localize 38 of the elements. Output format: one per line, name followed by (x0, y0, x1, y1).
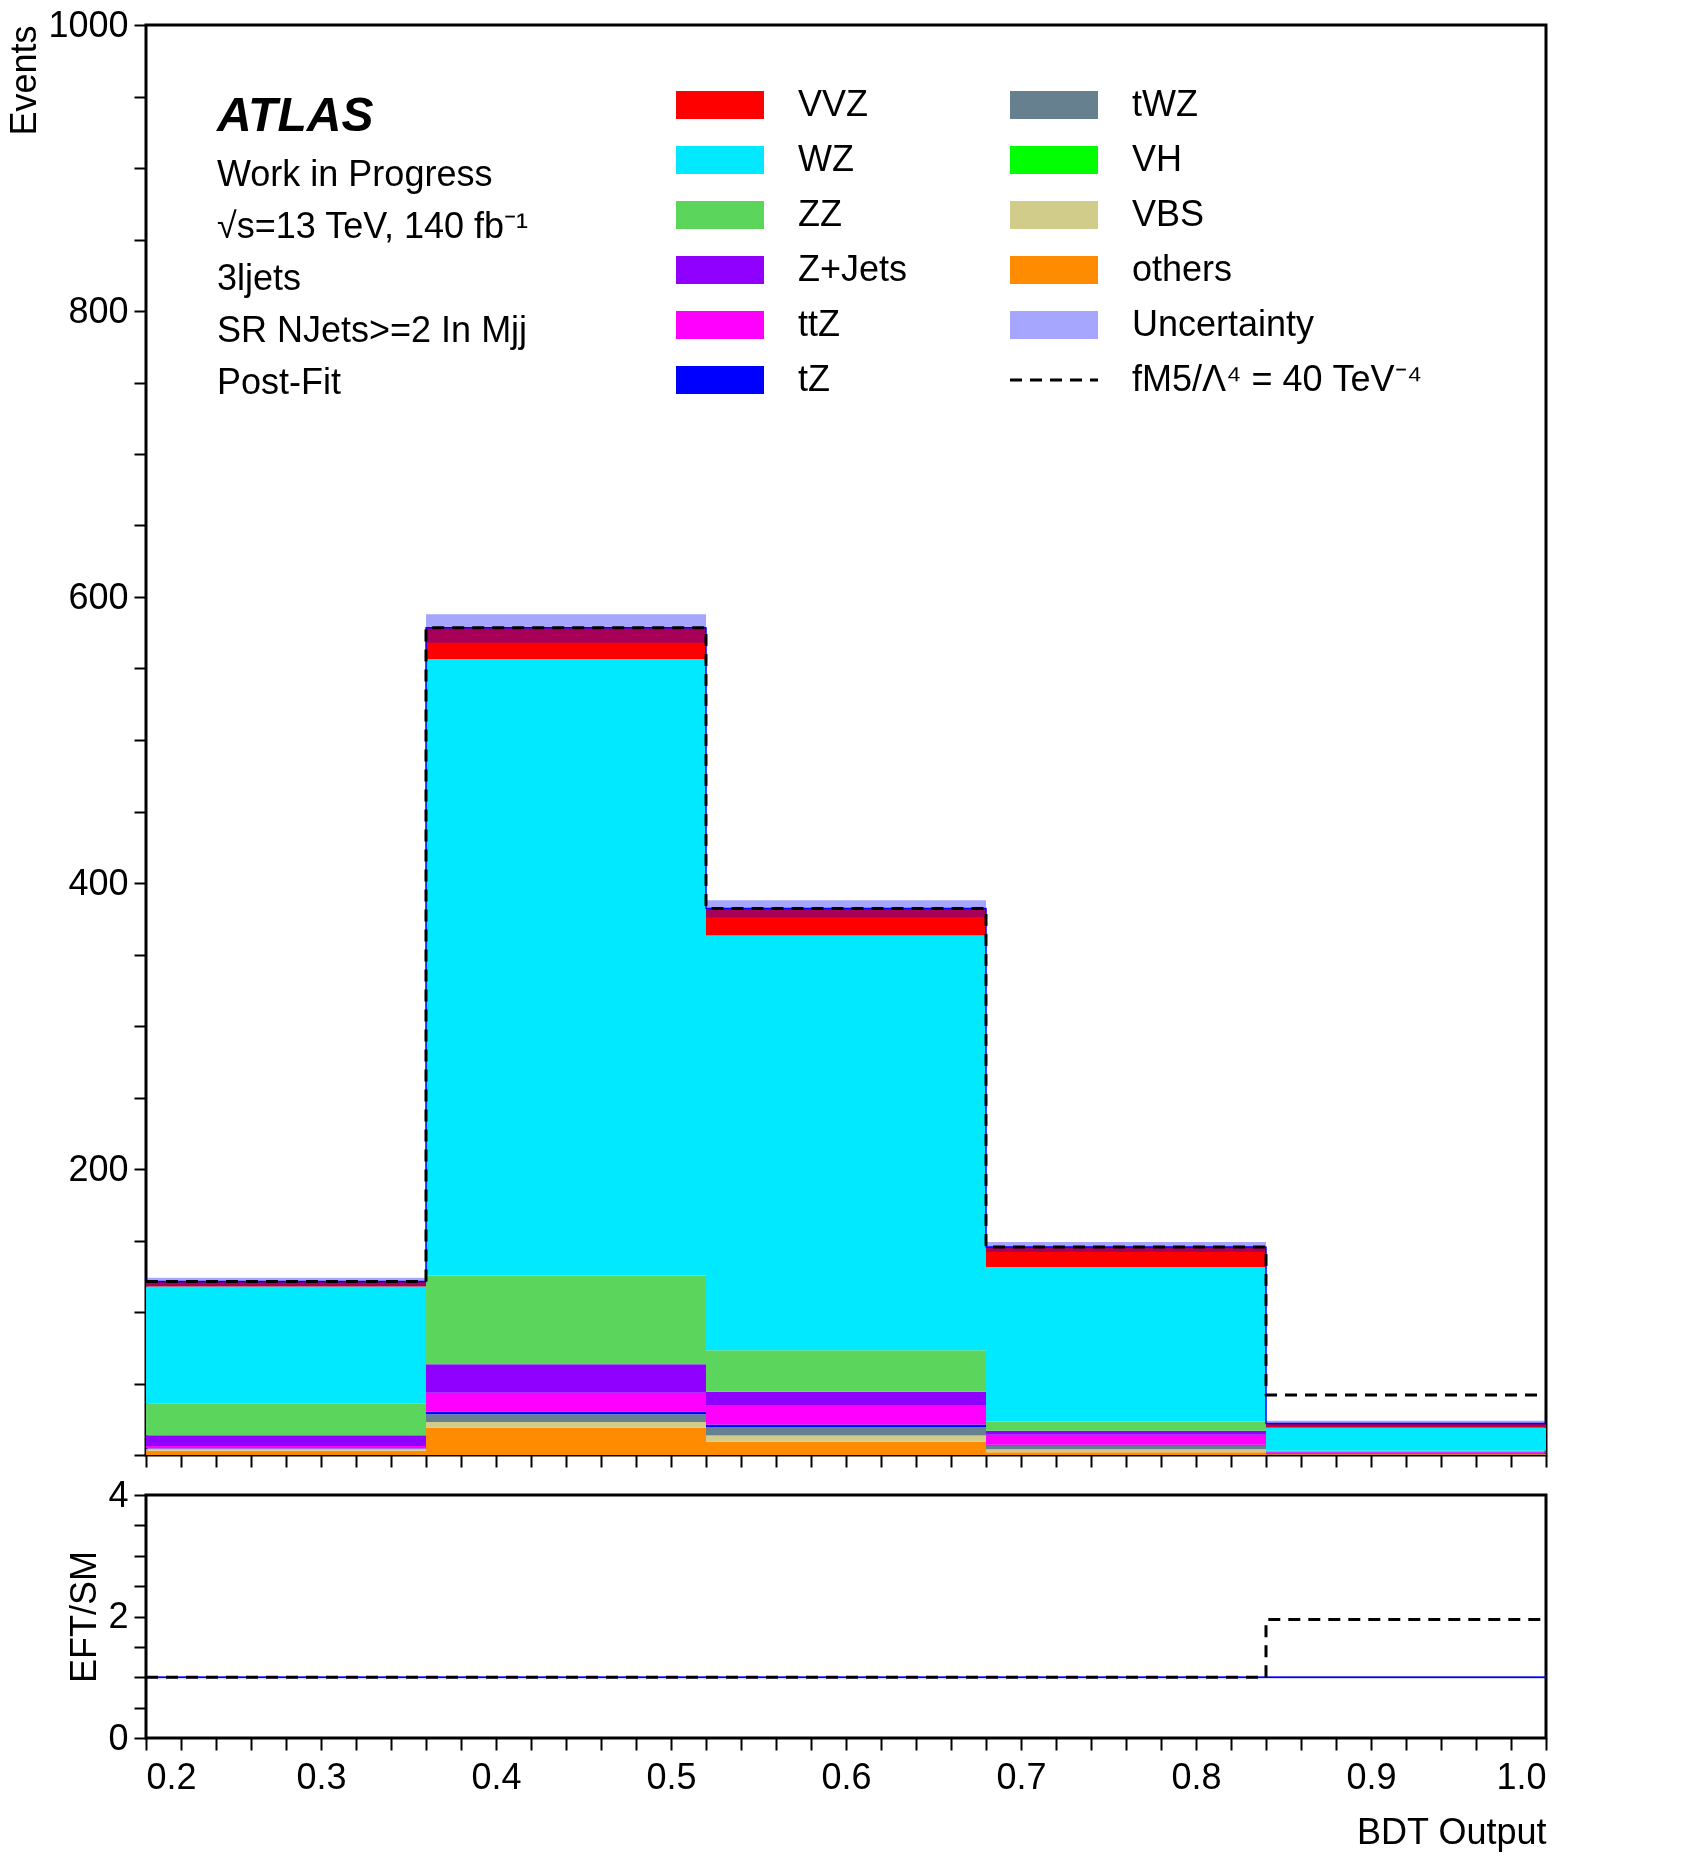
y-axis-title: Events (3, 25, 45, 136)
y-axis-title: EFT/SM (63, 1551, 105, 1683)
x-tick-label: 0.7 (996, 1755, 1047, 1797)
x-tick-label: 0.8 (1171, 1755, 1222, 1797)
annotation: Work in Progress (217, 153, 493, 194)
legend-label: VVZ (798, 83, 869, 124)
legend-label: WZ (798, 138, 854, 179)
legend-label: ttZ (798, 303, 840, 344)
legend-label: VH (1132, 138, 1183, 179)
y-tick-label: 200 (68, 1147, 129, 1189)
legend-label: VBS (1132, 193, 1205, 234)
x-axis-title: BDT Output (1357, 1810, 1547, 1852)
x-tick-label: 0.4 (471, 1755, 522, 1797)
legend-label: Z+Jets (798, 248, 908, 289)
x-tick-label: 0.3 (296, 1755, 347, 1797)
annotation: √s=13 TeV, 140 fb⁻¹ (217, 205, 528, 246)
y-tick-label: 800 (68, 289, 129, 331)
y-tick-label: 4 (108, 1473, 129, 1515)
legend-label: ZZ (798, 193, 842, 234)
x-tick-label: 0.9 (1346, 1755, 1397, 1797)
legend-label: tZ (798, 358, 830, 399)
x-tick-label: 0.5 (646, 1755, 697, 1797)
annotation: 3ljets (217, 257, 302, 298)
y-tick-label: 1000 (48, 3, 129, 45)
annotation: ATLAS (216, 88, 374, 141)
y-tick-label: 0 (108, 1716, 129, 1758)
y-tick-label: 2 (108, 1595, 129, 1636)
y-tick-label: 600 (68, 575, 129, 617)
legend-label: fM5/Λ⁴ = 40 TeV⁻⁴ (1132, 358, 1423, 399)
y-tick-label: 400 (68, 861, 129, 903)
annotation: Post-Fit (217, 361, 342, 402)
legend-label: Uncertainty (1132, 303, 1315, 344)
legend-label: tWZ (1132, 83, 1198, 124)
annotation: SR NJets>=2 In Mjj (217, 309, 528, 350)
x-tick-label: 1.0 (1496, 1755, 1547, 1797)
legend-label: others (1132, 248, 1233, 289)
x-tick-label: 0.2 (146, 1755, 197, 1797)
x-tick-label: 0.6 (821, 1755, 872, 1797)
